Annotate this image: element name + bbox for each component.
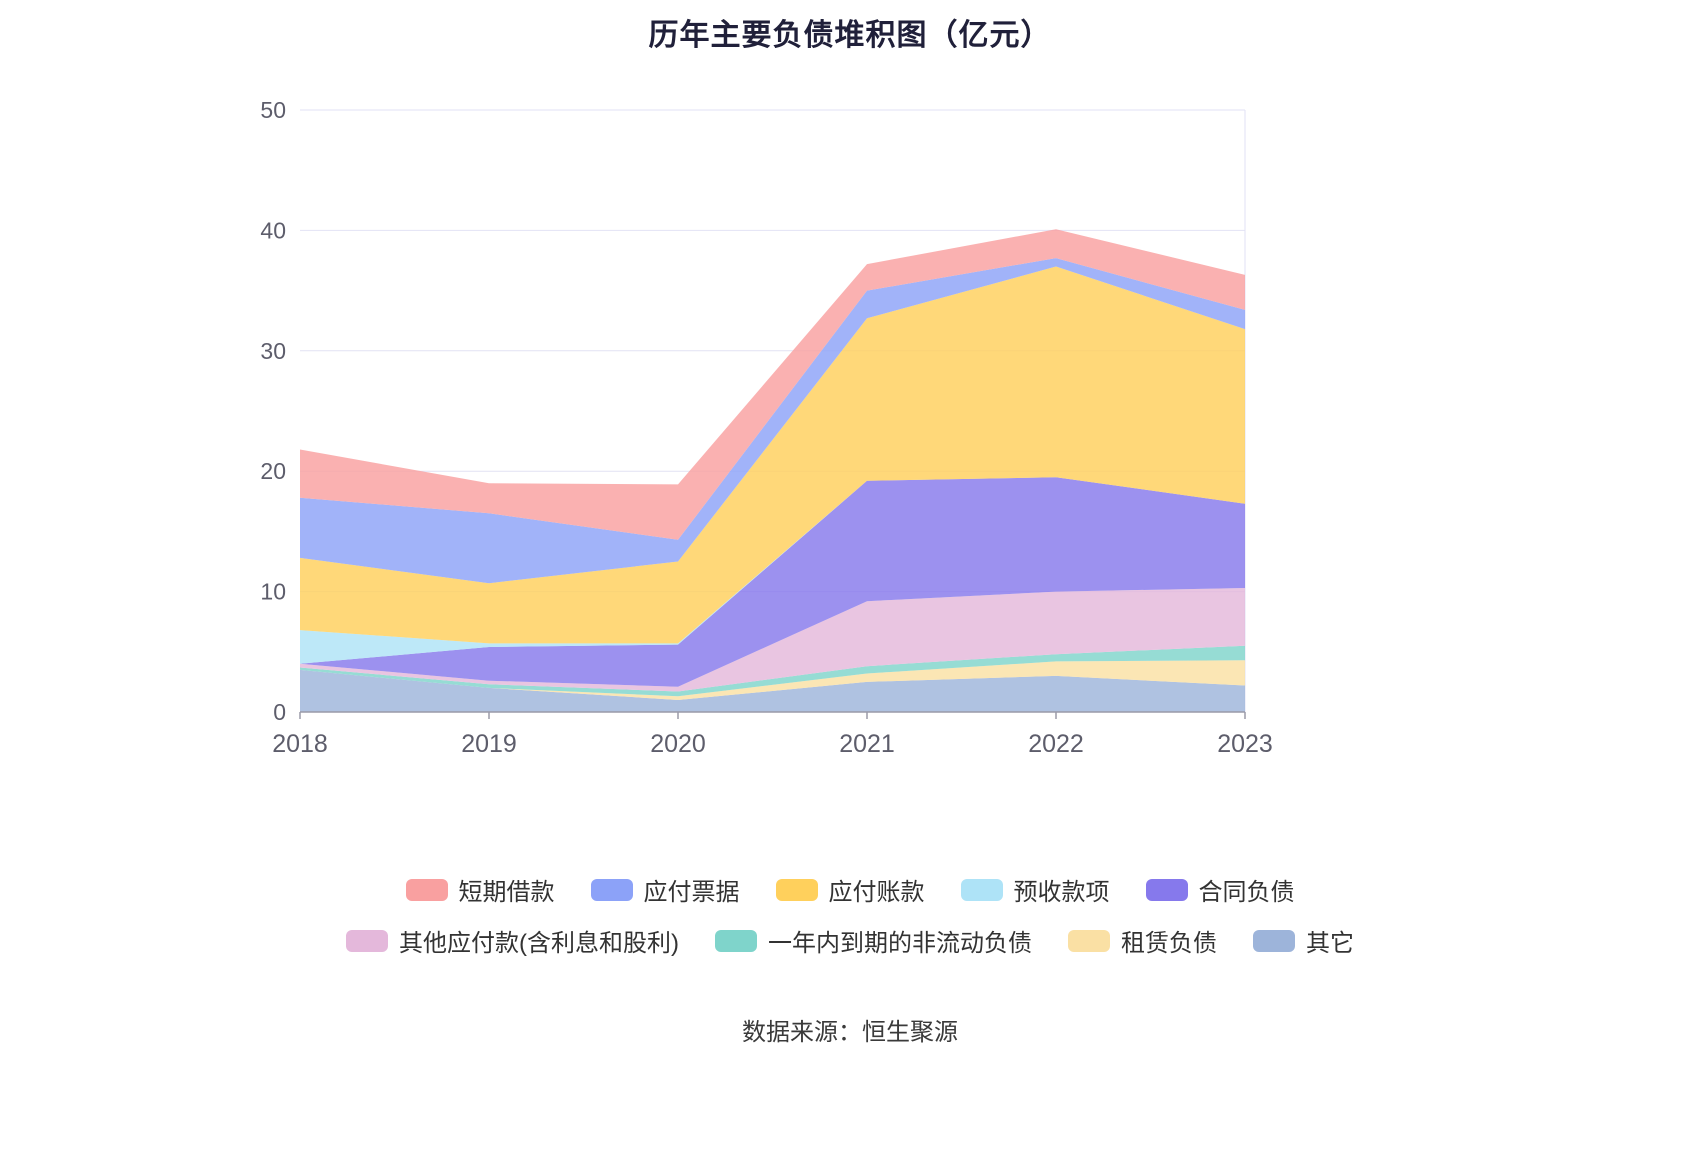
x-tick-label-2018: 2018	[272, 730, 328, 758]
x-tick-label-2022: 2022	[1028, 730, 1084, 758]
legend-swatch-icon	[714, 929, 757, 952]
legend-label: 其他应付款(含利息和股利)	[399, 930, 679, 957]
legend-label: 短期借款	[458, 879, 555, 906]
x-tick-label-2020: 2020	[650, 730, 706, 758]
legend-swatch-icon	[1067, 929, 1110, 952]
chart-legend: 短期借款 应付票据 应付账款 预收款项 合同负债其他应付款(含利息和股利) 一年内到期的非…	[0, 872, 1700, 958]
legend-label: 应付账款	[828, 879, 925, 906]
legend-item-8[interactable]: 其它	[1252, 923, 1354, 958]
legend-swatch-icon	[1145, 878, 1188, 901]
legend-label: 应付票据	[643, 879, 740, 906]
area-series-6	[300, 645, 1245, 697]
y-tick-label-30: 30	[260, 338, 286, 364]
area-series-3	[300, 477, 1245, 664]
data-source-footer: 数据来源：恒生聚源	[742, 1019, 958, 1046]
area-series-5	[300, 588, 1245, 692]
legend-label: 租赁负债	[1120, 930, 1217, 957]
legend-swatch-icon	[960, 878, 1003, 901]
legend-row-2: 其他应付款(含利息和股利) 一年内到期的非流动负债 租赁负债 其它	[346, 923, 1354, 958]
legend-item-5[interactable]: 其他应付款(含利息和股利)	[346, 923, 679, 958]
legend-label: 一年内到期的非流动负债	[767, 930, 1032, 957]
y-tick-label-10: 10	[260, 579, 286, 605]
x-tick-label-2019: 2019	[461, 730, 517, 758]
area-series-4	[300, 477, 1245, 687]
legend-item-2[interactable]: 应付账款	[775, 872, 925, 907]
area-series-0	[300, 229, 1245, 540]
legend-swatch-icon	[346, 929, 388, 952]
legend-item-4[interactable]: 合同负债	[1145, 872, 1295, 907]
y-tick-label-50: 50	[260, 97, 286, 123]
area-series-1	[300, 258, 1245, 584]
legend-swatch-icon	[775, 878, 818, 901]
y-tick-label-40: 40	[260, 217, 286, 243]
chart-title: 历年主要负债堆积图（亿元）	[648, 19, 1052, 52]
legend-row-1: 短期借款 应付票据 应付账款 预收款项 合同负债	[405, 872, 1295, 907]
area-series-7	[300, 660, 1245, 700]
legend-swatch-icon	[1252, 929, 1295, 952]
legend-item-6[interactable]: 一年内到期的非流动负债	[714, 923, 1032, 958]
y-tick-label-20: 20	[260, 458, 286, 484]
x-tick-label-2021: 2021	[839, 730, 895, 758]
legend-label: 预收款项	[1013, 879, 1110, 906]
legend-label: 合同负债	[1198, 879, 1295, 906]
legend-item-3[interactable]: 预收款项	[960, 872, 1110, 907]
x-tick-label-2023: 2023	[1217, 730, 1273, 758]
legend-item-7[interactable]: 租赁负债	[1067, 923, 1217, 958]
area-series-2	[300, 266, 1245, 644]
legend-item-1[interactable]: 应付票据	[590, 872, 740, 907]
y-tick-label-0: 0	[273, 699, 286, 725]
legend-swatch-icon	[405, 878, 448, 901]
legend-swatch-icon	[590, 878, 633, 901]
legend-label: 其它	[1305, 930, 1354, 957]
legend-item-0[interactable]: 短期借款	[405, 872, 555, 907]
